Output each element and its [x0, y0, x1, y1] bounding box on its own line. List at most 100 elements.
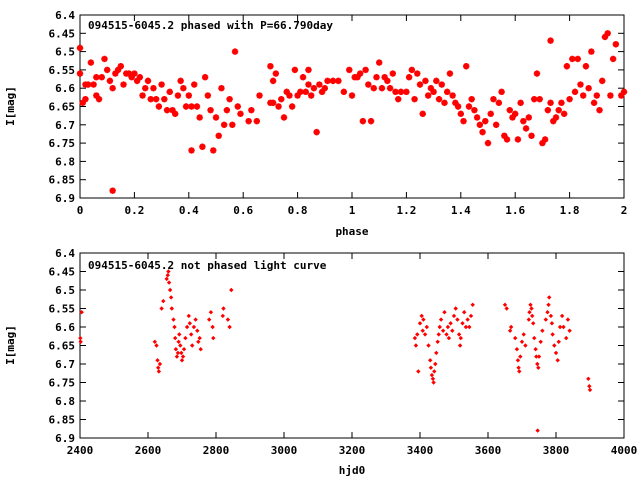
data-point	[416, 369, 421, 374]
data-point	[112, 70, 119, 77]
y-tick-label: 6.65	[49, 101, 76, 114]
y-tick-label: 6.55	[49, 303, 76, 316]
data-point	[156, 365, 161, 370]
data-point	[90, 81, 97, 88]
data-point	[142, 85, 149, 92]
data-point	[101, 55, 108, 63]
data-point	[221, 306, 226, 311]
data-point	[424, 324, 429, 330]
data-point	[468, 313, 474, 319]
data-point	[356, 70, 364, 77]
data-point	[618, 92, 625, 99]
data-point	[82, 95, 89, 103]
data-point	[178, 343, 183, 348]
data-point	[479, 128, 486, 136]
data-point	[150, 85, 157, 92]
data-point	[546, 302, 551, 307]
data-point	[487, 110, 494, 118]
data-point	[457, 110, 464, 118]
data-point	[348, 92, 356, 99]
data-point	[188, 332, 194, 337]
data-point	[164, 276, 169, 282]
data-point	[212, 114, 220, 121]
data-point	[125, 70, 133, 77]
data-point	[547, 295, 552, 300]
data-point	[187, 321, 193, 326]
data-point	[577, 81, 584, 88]
data-point	[415, 332, 420, 337]
data-point	[444, 88, 451, 96]
data-point	[495, 99, 503, 107]
data-point	[446, 335, 452, 341]
data-point	[507, 328, 513, 333]
data-point	[109, 187, 116, 194]
x-tick-labels: 2400 2600 2800 3000 3200 3400 3600 3800 4000	[67, 253, 638, 457]
data-point	[463, 63, 470, 70]
x-tick-label: 2	[621, 204, 628, 217]
data-point	[193, 317, 198, 322]
data-point	[93, 92, 100, 99]
data-point	[550, 332, 555, 337]
data-point	[152, 95, 160, 103]
data-point	[417, 321, 423, 326]
data-point	[185, 92, 192, 99]
data-point	[419, 313, 424, 319]
y-tick-label: 6.85	[49, 174, 76, 187]
data-point	[229, 121, 236, 128]
y-tick-label: 6.75	[49, 377, 76, 390]
data-point	[272, 70, 280, 77]
data-point	[533, 347, 538, 352]
data-point	[288, 103, 296, 110]
data-point	[536, 354, 542, 359]
data-point	[422, 77, 429, 85]
x-tick-label: 0.8	[288, 204, 308, 217]
data-point	[528, 302, 533, 307]
data-point	[580, 92, 587, 99]
x-tick-labels: 0 0.2 0.4 0.6 0.8 1 1.2 1.4 1.6 1.8 2	[77, 15, 628, 217]
data-point	[174, 92, 182, 99]
data-point	[291, 66, 299, 74]
data-point	[186, 313, 191, 319]
data-point	[158, 81, 165, 88]
data-point	[335, 77, 342, 85]
data-point	[166, 269, 171, 274]
data-point	[180, 354, 186, 359]
data-point	[267, 63, 274, 70]
y-tick-label: 6.4	[55, 9, 75, 22]
data-point	[109, 85, 116, 92]
y-tick-labels: 6.4 6.45 6.5 6.55 6.6 6.65 6.7 6.75 6.8 6.85 6.9	[49, 247, 624, 445]
plot-frame	[79, 252, 625, 439]
data-point	[208, 310, 214, 315]
data-point	[190, 343, 195, 348]
data-point	[543, 317, 548, 322]
x-tick-label: 2600	[135, 444, 162, 457]
x-tick-label: 2400	[67, 444, 94, 457]
data-point	[79, 99, 86, 107]
x-tick-label: 0.2	[124, 204, 144, 217]
data-point	[278, 95, 285, 103]
x-tick-label: 1.4	[451, 204, 471, 217]
data-point	[76, 70, 84, 77]
data-point	[535, 428, 540, 433]
data-point	[534, 354, 539, 359]
data-point	[395, 95, 402, 103]
data-point	[547, 37, 554, 44]
data-point	[545, 310, 550, 315]
data-point	[607, 92, 614, 99]
data-point	[465, 317, 470, 322]
data-point	[530, 313, 535, 319]
data-point	[599, 77, 606, 85]
data-point	[468, 95, 475, 103]
data-point	[540, 328, 545, 333]
data-point	[525, 114, 532, 121]
data-point	[408, 66, 416, 74]
data-point	[104, 66, 111, 74]
data-point	[184, 324, 190, 330]
data-point	[587, 384, 592, 389]
data-point	[433, 77, 440, 85]
data-point	[612, 41, 620, 48]
x-tick-label: 4000	[611, 444, 638, 457]
data-point	[454, 103, 462, 110]
data-point	[389, 70, 396, 77]
